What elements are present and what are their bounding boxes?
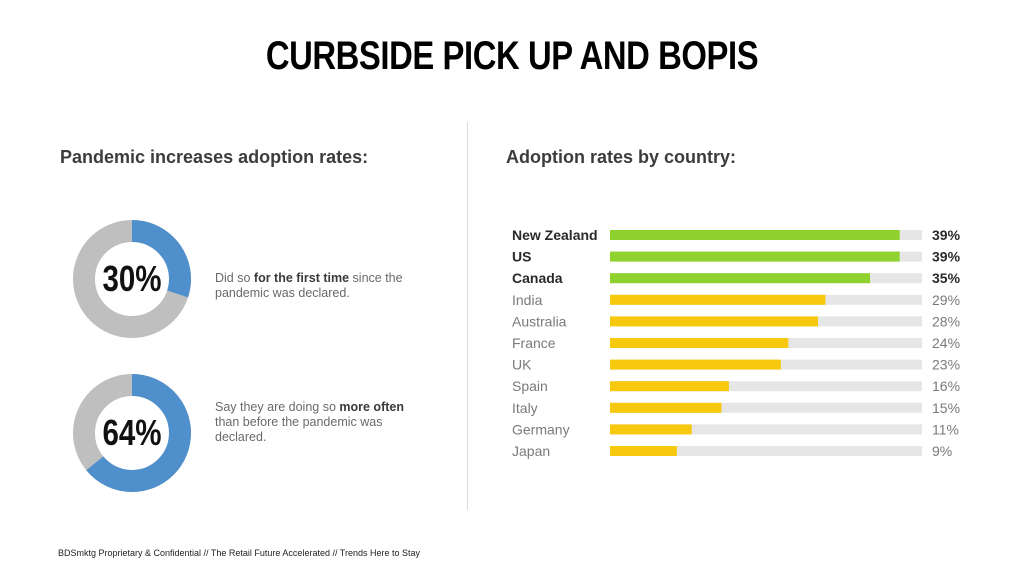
stat-more-often-pre: Say they are doing so xyxy=(215,400,340,414)
bar-value-france: 24% xyxy=(932,335,960,351)
stat-more-often-post: than before the pandemic was declared. xyxy=(215,415,383,444)
stat-more-often-bold: more often xyxy=(339,400,404,414)
country-label-italy: Italy xyxy=(512,400,538,416)
bar-us xyxy=(610,251,900,262)
country-label-spain: Spain xyxy=(512,378,548,394)
stat-first-time-pre: Did so xyxy=(215,271,254,285)
donut-first-time-value: 30% xyxy=(102,258,162,299)
left-section-title: Pandemic increases adoption rates: xyxy=(60,147,369,167)
bar-value-uk: 23% xyxy=(932,357,960,373)
country-label-new-zealand: New Zealand xyxy=(512,227,598,243)
bar-value-canada: 35% xyxy=(932,270,961,286)
donut-more-often: 64% xyxy=(72,373,192,493)
column-divider xyxy=(467,122,468,510)
bar-italy xyxy=(610,402,722,413)
page-title: CURBSIDE PICK UP AND BOPIS xyxy=(265,34,759,78)
donut-first-time-arc xyxy=(73,220,191,338)
bar-france xyxy=(610,338,789,348)
right-section-title: Adoption rates by country: xyxy=(506,147,737,167)
country-label-us: US xyxy=(512,249,531,265)
bar-uk xyxy=(610,359,781,370)
bar-track-spain xyxy=(610,381,922,392)
donut-first-time: 30% xyxy=(72,219,192,339)
bar-track-japan xyxy=(610,446,922,456)
bar-japan xyxy=(610,446,677,456)
stat-first-time-post: since the pandemic was declared. xyxy=(215,271,403,300)
bar-canada xyxy=(610,273,870,284)
bar-value-new-zealand: 39% xyxy=(932,227,961,243)
donut-more-often-value: 64% xyxy=(102,412,162,453)
stat-first-time-bold: for the first time xyxy=(253,271,350,285)
bar-value-italy: 15% xyxy=(932,400,960,416)
country-label-germany: Germany xyxy=(512,421,570,437)
country-label-india: India xyxy=(512,292,543,308)
country-label-canada: Canada xyxy=(512,270,563,286)
bar-value-germany: 11% xyxy=(932,421,959,437)
donut-first-time-graphic xyxy=(73,220,191,338)
bar-value-australia: 28% xyxy=(932,313,960,329)
bar-spain xyxy=(610,381,729,392)
donut-more-often-arc xyxy=(73,374,191,492)
donut-more-often-graphic xyxy=(73,374,191,492)
footer-text: BDSmktg Proprietary & Confidential // Th… xyxy=(58,548,420,558)
country-label-australia: Australia xyxy=(512,313,567,329)
country-label-france: France xyxy=(512,335,556,351)
bar-track-italy xyxy=(610,402,922,413)
bar-value-india: 29% xyxy=(932,292,960,308)
stat-first-time-text: Did so for the first time since the pand… xyxy=(215,271,415,301)
bar-india xyxy=(610,294,826,305)
country-label-uk: UK xyxy=(512,357,532,373)
stat-more-often-text: Say they are doing so more often than be… xyxy=(215,400,415,445)
bar-value-us: 39% xyxy=(932,249,961,265)
bar-germany xyxy=(610,424,692,435)
country-label-japan: Japan xyxy=(512,443,550,459)
bar-track-germany xyxy=(610,424,922,435)
bar-australia xyxy=(610,316,818,327)
bar-new-zealand xyxy=(610,230,900,240)
bar-value-japan: 9% xyxy=(932,443,952,459)
bar-value-spain: 16% xyxy=(932,378,960,394)
